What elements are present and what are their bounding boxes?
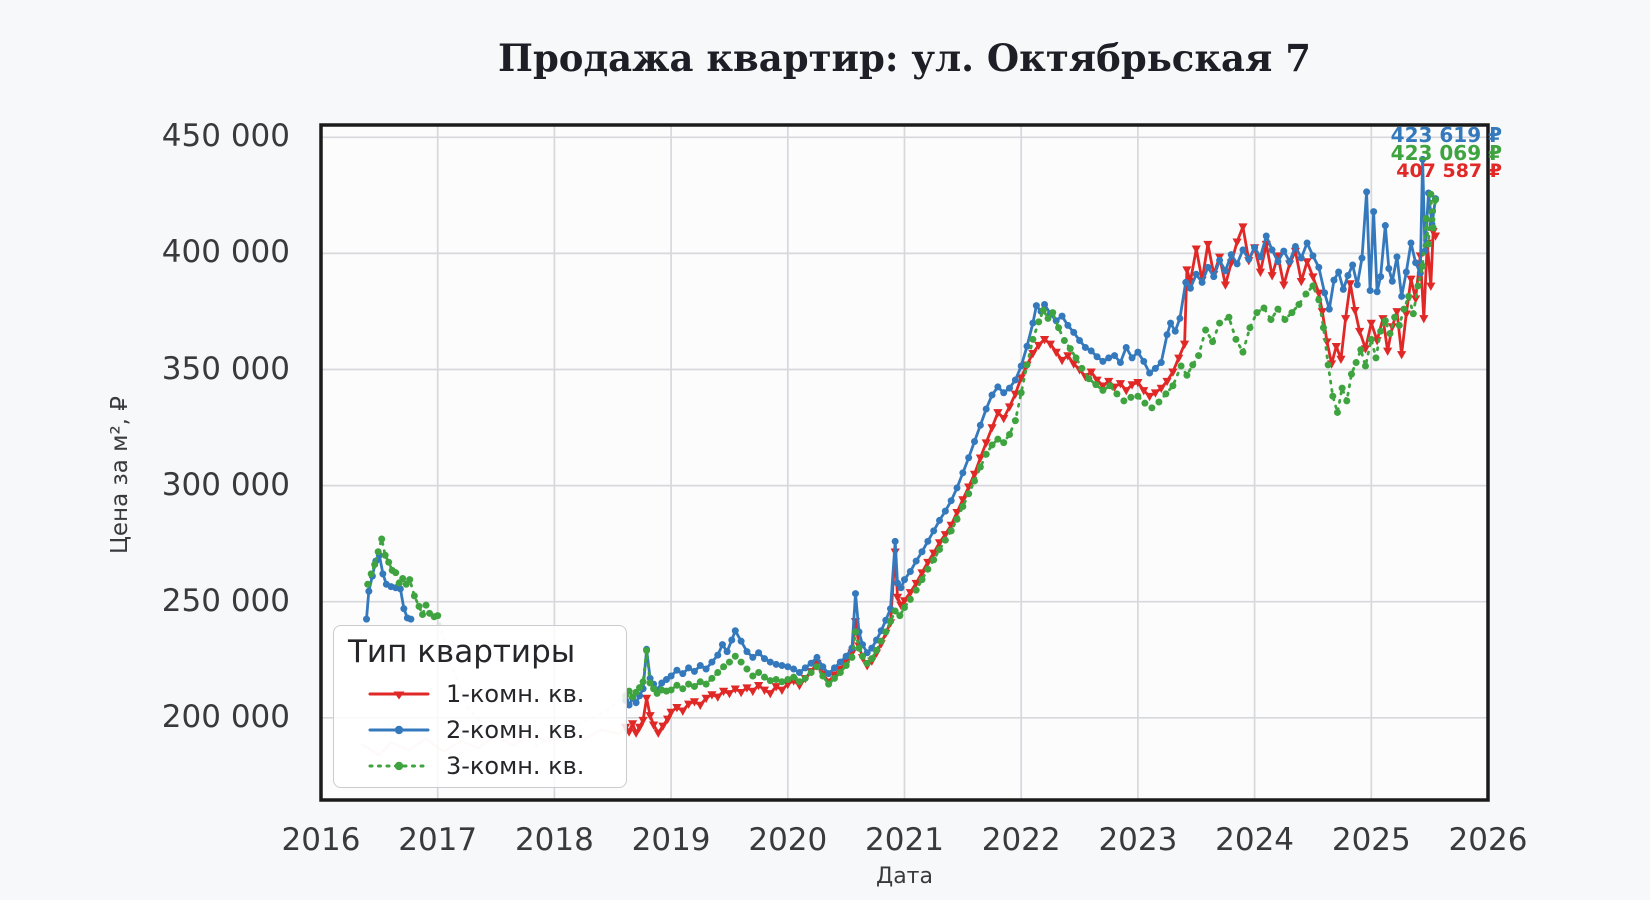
- y-tick-label: 350 000: [161, 350, 290, 387]
- final-price-annotation: 423 619 ₽: [1390, 123, 1502, 147]
- legend-item-2room: 2-комн. кв.: [348, 712, 614, 748]
- y-tick-label: 300 000: [161, 466, 290, 503]
- legend-label-3room: 3-комн. кв.: [446, 752, 585, 780]
- x-tick-label: 2020: [748, 822, 828, 858]
- y-tick-label: 200 000: [161, 698, 290, 735]
- green-dotted-circle-line-icon: [368, 761, 430, 771]
- blue-circle-line-icon: [368, 725, 430, 735]
- legend: Тип квартиры 1-комн. кв. 2-комн. кв. 3-к…: [333, 625, 627, 788]
- x-tick-label: 2018: [514, 822, 594, 858]
- x-tick-label: 2026: [1448, 822, 1528, 858]
- x-tick-label: 2021: [865, 822, 944, 858]
- series-3-комн. кв.: [364, 190, 1439, 701]
- x-axis-label: Дата: [876, 864, 933, 889]
- final-price-annotation: 407 587 ₽: [1396, 160, 1502, 182]
- legend-item-3room: 3-комн. кв.: [348, 748, 614, 784]
- x-tick-label: 2016: [281, 822, 361, 858]
- legend-item-1room: 1-комн. кв.: [348, 676, 614, 712]
- x-tick-label: 2017: [398, 822, 478, 858]
- y-tick-label: 400 000: [161, 234, 290, 271]
- x-tick-label: 2025: [1331, 822, 1411, 858]
- plot-border: [319, 123, 1490, 802]
- x-tick-label: 2024: [1215, 822, 1295, 858]
- x-tick-label: 2023: [1098, 822, 1178, 858]
- y-tick-label: 450 000: [161, 118, 290, 155]
- legend-label-2room: 2-комн. кв.: [446, 716, 585, 744]
- y-axis-label: Цена за м², ₽: [107, 396, 133, 554]
- red-triangle-line-icon: [368, 691, 430, 700]
- legend-label-1room: 1-комн. кв.: [446, 680, 585, 708]
- final-price-annotation: 423 069 ₽: [1390, 141, 1502, 165]
- chart-title: Продажа квартир: ул. Октябрьская 7: [498, 36, 1311, 80]
- legend-title: Тип квартиры: [348, 634, 576, 670]
- y-tick-label: 250 000: [161, 582, 290, 619]
- x-tick-label: 2019: [631, 822, 711, 858]
- x-tick-label: 2022: [981, 822, 1061, 858]
